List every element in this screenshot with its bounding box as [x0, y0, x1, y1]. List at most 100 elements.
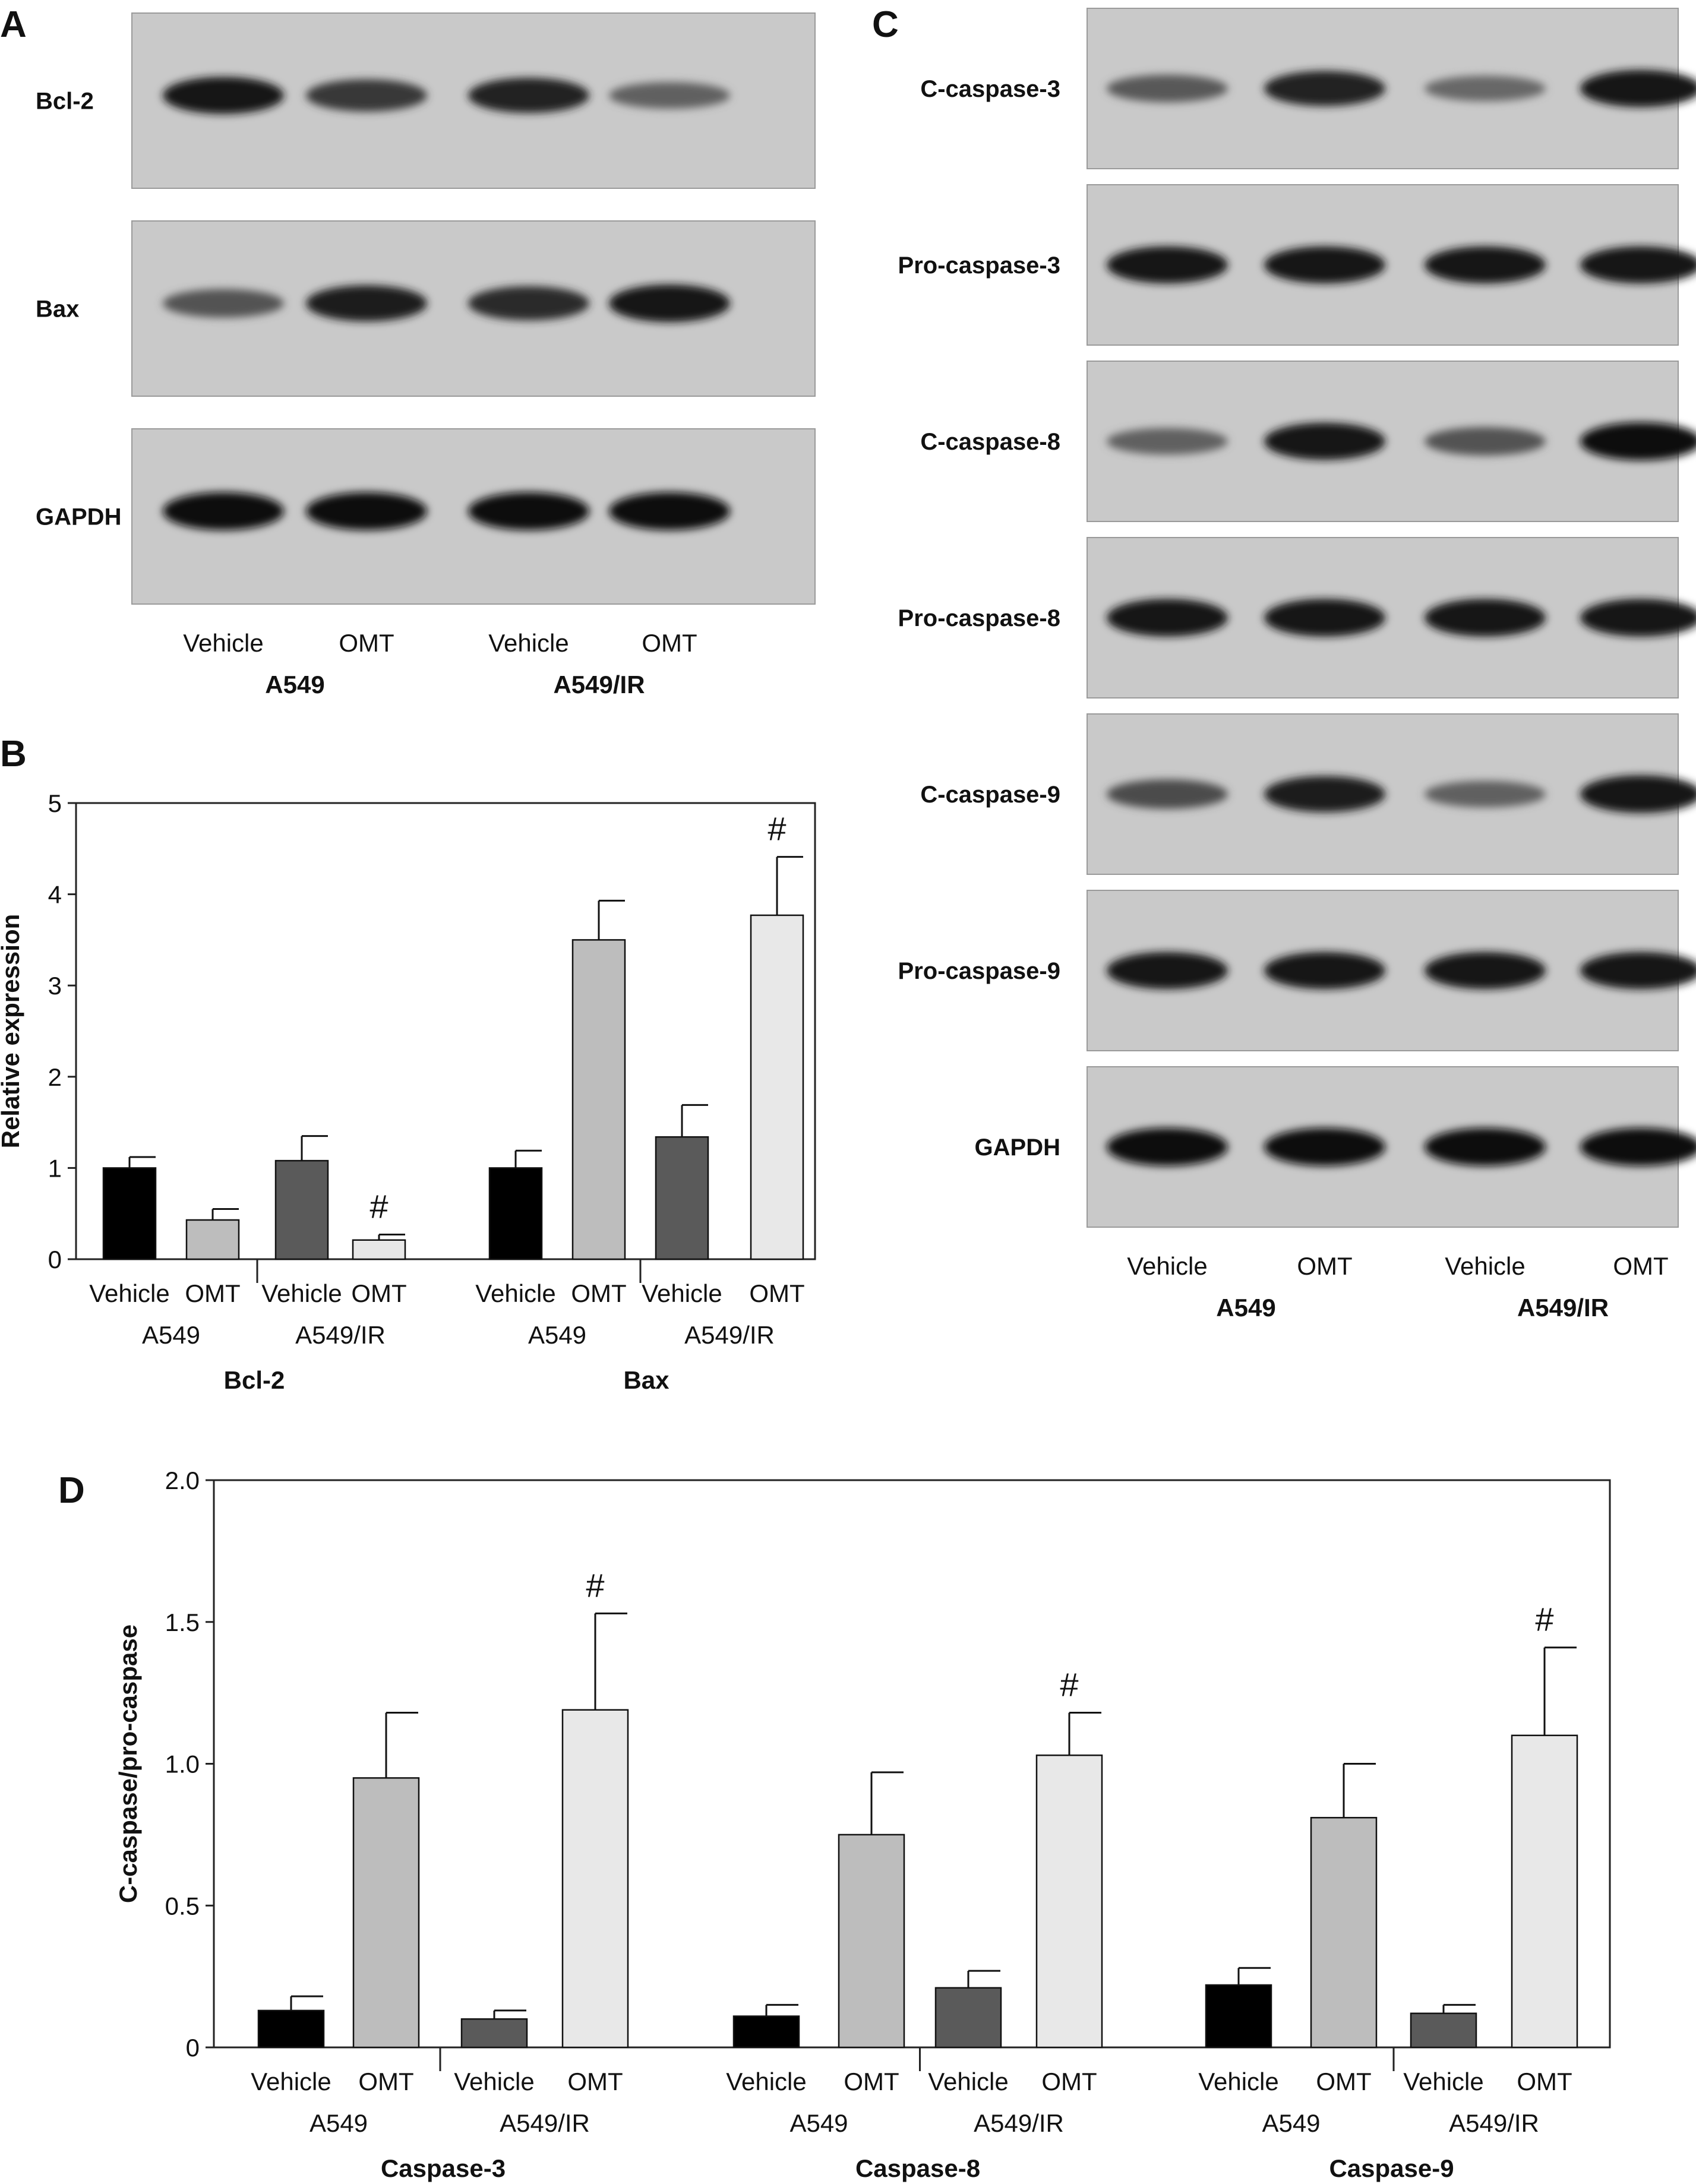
- x-tick-label: OMT: [1041, 2068, 1097, 2095]
- blot-band: [1107, 952, 1228, 990]
- subgroup-label: A549/IR: [500, 2109, 590, 2137]
- significance-mark: #: [586, 1566, 604, 1604]
- blot-band: [1580, 599, 1696, 637]
- panel-b-bar-chart: B 0 1 2 3 4 5 Relative expression Vehicle OMT Veh…: [0, 734, 816, 1394]
- x-tick-label: OMT: [1517, 2068, 1572, 2095]
- bar: [274, 1159, 329, 1260]
- subgroup-label: A549: [789, 2109, 848, 2137]
- x-tick-label: OMT: [1316, 2068, 1371, 2095]
- group-label: Caspase-3: [381, 2154, 506, 2182]
- bar: [1205, 1984, 1272, 2049]
- bar: [732, 2015, 800, 2049]
- blot-band: [163, 492, 284, 530]
- blot-band: [468, 492, 589, 530]
- y-tick-label: 4: [48, 881, 62, 909]
- lane-label: OMT: [642, 629, 697, 657]
- bar: [571, 939, 626, 1260]
- blot-label: C-caspase-3: [920, 76, 1060, 102]
- lane-label: Vehicle: [488, 629, 569, 657]
- group-label: A549: [265, 671, 324, 698]
- lane-label: OMT: [1297, 1252, 1352, 1280]
- bar: [102, 1167, 157, 1260]
- group-label: Caspase-9: [1329, 2154, 1454, 2182]
- blot-band: [1425, 952, 1546, 990]
- blot-band: [1425, 599, 1546, 637]
- group-label: A549: [1216, 1294, 1275, 1322]
- x-tick-label: OMT: [358, 2068, 413, 2095]
- blot-label: GAPDH: [36, 504, 121, 530]
- blot-band: [1264, 422, 1385, 460]
- plot-frame: [213, 1479, 1611, 2049]
- subgroup-label: A549: [309, 2109, 368, 2137]
- y-tick-label: 0: [48, 1246, 62, 1273]
- subgroup-label: A549: [142, 1321, 200, 1349]
- panel-a-western-blot: A Bcl-2 Bax GAPDH Vehicle OMT Vehicle OMT A549 A…: [0, 4, 816, 698]
- blot-band: [1107, 779, 1228, 809]
- blot-band: [609, 492, 730, 530]
- blot-band: [1425, 780, 1546, 808]
- blot-label: Pro-caspase-9: [898, 958, 1060, 984]
- plot-frame: [75, 802, 816, 1260]
- x-tick-label: OMT: [185, 1279, 240, 1307]
- blot-band: [1425, 427, 1546, 456]
- y-tick-label: 5: [48, 789, 62, 817]
- blot-label: Bax: [36, 296, 79, 323]
- blot-band: [1107, 1128, 1228, 1166]
- bar: [185, 1219, 240, 1260]
- blot-band: [163, 289, 284, 318]
- lane-label: OMT: [1613, 1252, 1668, 1280]
- panel-letter-a: A: [0, 4, 27, 45]
- blot-band: [1107, 246, 1228, 284]
- bar: [1511, 1734, 1578, 2049]
- lane-label: OMT: [339, 629, 394, 657]
- x-tick-label: OMT: [351, 1279, 406, 1307]
- blot-band: [1264, 776, 1385, 813]
- x-tick-label: Vehicle: [89, 1279, 169, 1307]
- bar: [655, 1136, 709, 1260]
- x-tick-label: Vehicle: [726, 2068, 806, 2095]
- bar: [460, 2018, 528, 2049]
- x-tick-label: OMT: [749, 1279, 804, 1307]
- blot-band: [1580, 246, 1696, 284]
- x-tick-label: Vehicle: [251, 2068, 331, 2095]
- blot-band: [1264, 246, 1385, 284]
- blot-band: [609, 284, 730, 323]
- panel-c-western-blot: C C-caspase-3 Pro-caspase-3 C-caspase-8 Pro…: [872, 4, 1696, 1322]
- x-tick-label: Vehicle: [475, 1279, 555, 1307]
- panel-letter-b: B: [0, 734, 27, 775]
- y-tick-label: 0.5: [165, 1892, 200, 1920]
- y-tick-label: 1: [48, 1154, 62, 1182]
- blot-band: [1580, 69, 1696, 108]
- x-tick-label: Vehicle: [642, 1279, 722, 1307]
- x-tick-label: Vehicle: [261, 1279, 342, 1307]
- significance-mark: #: [369, 1188, 388, 1225]
- subgroup-label: A549/IR: [1449, 2109, 1539, 2137]
- bar: [352, 1777, 420, 2049]
- subgroup-label: A549: [528, 1321, 586, 1349]
- blot-band: [1264, 1128, 1385, 1166]
- blot-band: [468, 286, 589, 321]
- bar: [1310, 1816, 1378, 2049]
- subgroup-label: A549/IR: [684, 1321, 775, 1349]
- blot-band: [1264, 599, 1385, 637]
- blot-band: [1580, 952, 1696, 990]
- blot-band: [306, 492, 427, 530]
- significance-mark: #: [768, 810, 786, 848]
- x-tick-label: OMT: [571, 1279, 626, 1307]
- blot-band: [1425, 246, 1546, 284]
- blot-band: [1107, 599, 1228, 637]
- y-tick-label: 2: [48, 1063, 62, 1091]
- y-tick-label: 2.0: [165, 1466, 200, 1494]
- significance-mark: #: [1535, 1601, 1553, 1638]
- blot-band: [1264, 952, 1385, 990]
- x-tick-label: OMT: [844, 2068, 899, 2095]
- blot-band: [306, 285, 427, 322]
- lane-label: Vehicle: [183, 629, 263, 657]
- blot-band: [609, 82, 730, 109]
- blot-label: C-caspase-8: [920, 429, 1060, 455]
- blot-band: [1264, 71, 1385, 106]
- y-tick-label: 1.0: [165, 1750, 200, 1778]
- bar: [488, 1167, 543, 1260]
- blot-band: [1580, 1128, 1696, 1166]
